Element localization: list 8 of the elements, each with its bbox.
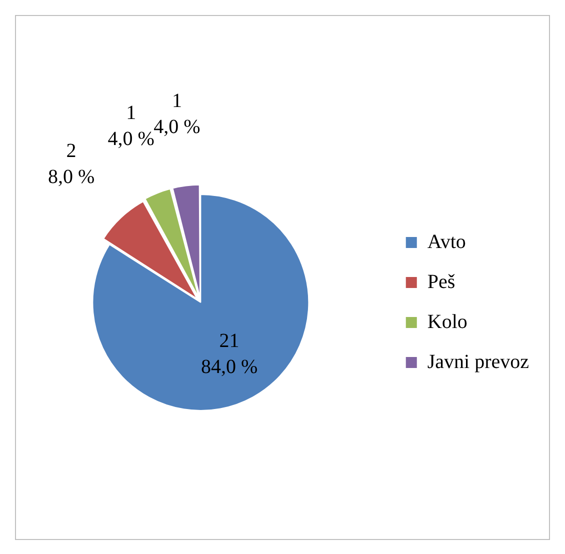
data-label: 1 4,0 % [154,90,200,138]
data-label: 2 8,0 % [48,140,95,188]
legend-label: Kolo [427,310,468,333]
data-label: 21 84,0 % [200,330,258,378]
legend-label: Avto [427,230,466,253]
data-label: 1 4,0 % [108,102,154,150]
legend-label: Peš [427,270,456,293]
legend-label: Javni prevoz [427,350,530,373]
